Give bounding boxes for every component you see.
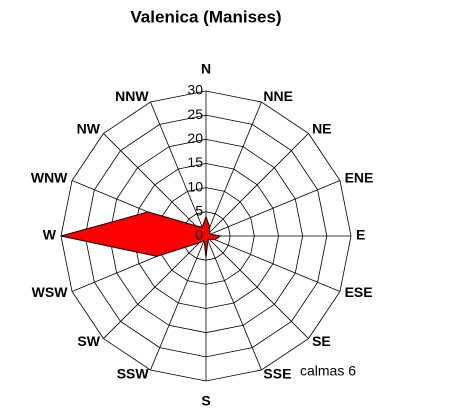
category-label: E: [356, 227, 365, 243]
series-area: [60, 211, 222, 258]
category-label: WNW: [31, 169, 68, 185]
category-label: SSE: [263, 365, 291, 381]
category-label: S: [201, 393, 210, 409]
spoke: [103, 133, 207, 237]
spoke: [205, 133, 309, 237]
spoke: [205, 180, 341, 237]
r-tick-label: 25: [187, 106, 203, 122]
r-tick-label: 0: [195, 227, 203, 243]
r-tick-label: 20: [187, 130, 203, 146]
spoke: [205, 235, 309, 339]
category-label: SE: [312, 333, 331, 349]
category-label: NNW: [115, 88, 149, 104]
category-label: NNE: [263, 88, 293, 104]
spoke: [205, 235, 341, 292]
category-label: NE: [312, 121, 331, 137]
category-label: SSW: [117, 365, 150, 381]
category-label: NW: [77, 121, 101, 137]
chart-title: Valenica (Manises): [130, 7, 281, 26]
spoke: [150, 101, 207, 237]
spoke: [205, 235, 262, 371]
spoke: [103, 235, 207, 339]
category-label: ESE: [345, 284, 373, 300]
r-tick-label: 15: [187, 154, 203, 170]
category-label: SW: [77, 333, 100, 349]
category-label: ENE: [345, 169, 374, 185]
spoke: [150, 235, 207, 371]
category-label: N: [201, 61, 211, 77]
annotation: calmas 6: [300, 363, 356, 379]
category-label: W: [43, 227, 57, 243]
r-tick-label: 10: [187, 178, 203, 194]
r-tick-label: 30: [187, 82, 203, 98]
spoke: [205, 101, 262, 237]
r-tick-label: 5: [195, 203, 203, 219]
category-label: WSW: [32, 284, 69, 300]
